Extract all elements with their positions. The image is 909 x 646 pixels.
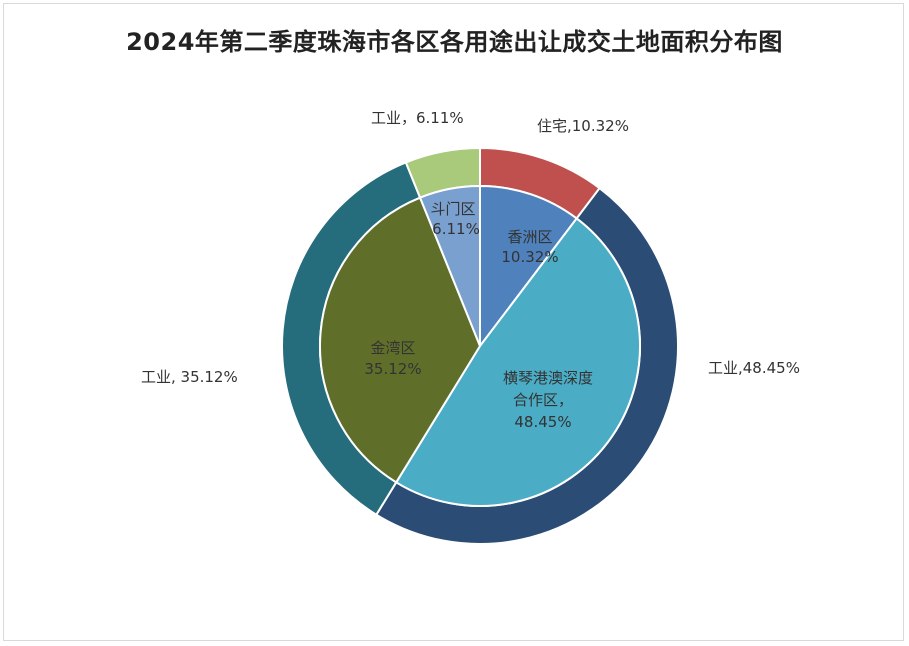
- inner-slice-3: [418, 184, 481, 347]
- inner-label-hengqin-name2: 合作区，: [513, 391, 573, 409]
- inner-slice-1: [394, 217, 641, 507]
- inner-label-xiangzhou-value: 10.32%: [501, 248, 558, 266]
- outer-label-industrial-doumen: 工业，6.11%: [371, 109, 464, 127]
- inner-label-doumen-name: 斗门区: [430, 200, 475, 218]
- outer-label-residential: 住宅,10.32%: [537, 117, 629, 135]
- inner-label-hengqin-value: 48.45%: [514, 413, 571, 431]
- inner-label-xiangzhou-name: 香洲区: [507, 228, 552, 246]
- outer-label-industrial-hengqin: 工业,48.45%: [708, 359, 800, 377]
- inner-label-hengqin-name: 横琴港澳深度: [503, 369, 593, 387]
- inner-label-jinwan-name: 金湾区: [370, 339, 415, 357]
- inner-label-jinwan-value: 35.12%: [364, 360, 421, 378]
- outer-ring: [281, 146, 679, 545]
- outer-label-industrial-jinwan: 工业, 35.12%: [141, 368, 238, 386]
- inner-slice-0: [479, 184, 579, 349]
- inner-label-doumen-value: 6.11%: [432, 220, 480, 238]
- inner-slice-2: [319, 196, 482, 484]
- inner-pie: [319, 184, 641, 507]
- chart-title: 2024年第二季度珠海市各区各用途出让成交土地面积分布图: [126, 28, 783, 56]
